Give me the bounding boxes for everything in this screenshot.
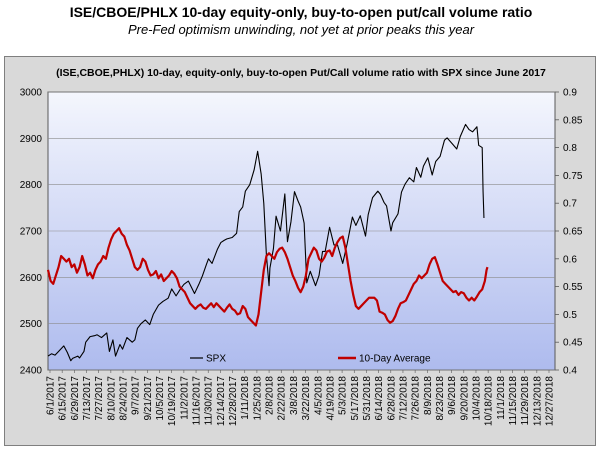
x-tick-label: 10/19/2017 xyxy=(167,376,178,426)
left-tick-label: 2600 xyxy=(20,273,43,284)
x-tick-label: 12/27/2018 xyxy=(545,376,556,426)
x-tick-label: 12/28/2017 xyxy=(228,376,239,426)
x-tick-label: 7/26/2018 xyxy=(411,376,422,421)
x-tick-label: 6/15/2017 xyxy=(58,376,69,421)
left-tick-label: 3000 xyxy=(20,88,43,99)
x-tick-label: 12/14/2017 xyxy=(216,376,227,426)
x-tick-label: 8/10/2017 xyxy=(106,376,117,421)
x-tick-label: 7/12/2018 xyxy=(398,376,409,421)
x-tick-label: 9/6/2018 xyxy=(447,376,458,415)
x-tick-label: 2/8/2018 xyxy=(265,376,276,415)
chart-title: (ISE,CBOE,PHLX) 10-day, equity-only, buy… xyxy=(56,67,546,79)
x-axis: 6/1/2017 6/15/2017 6/29/2017 7/13/2017 7/27/… xyxy=(46,370,556,426)
right-tick-label: 0.9 xyxy=(563,88,577,99)
grid-lines xyxy=(48,91,555,371)
x-tick-label: 11/29/2018 xyxy=(520,376,531,426)
x-tick-label: 1/11/2018 xyxy=(240,376,251,420)
right-tick-label: 0.55 xyxy=(563,282,583,293)
x-tick-label: 10/4/2018 xyxy=(471,376,482,421)
x-tick-label: 4/5/2018 xyxy=(313,376,324,415)
left-tick-label: 2800 xyxy=(20,180,43,191)
x-tick-label: 5/3/2018 xyxy=(338,376,349,415)
left-axis: 2400 2500 2600 2700 2800 2900 3000 xyxy=(20,88,43,377)
page-title: ISE/CBOE/PHLX 10-day equity-only, buy-to… xyxy=(69,4,533,20)
x-tick-label: 10/5/2017 xyxy=(155,376,166,421)
x-tick-label: 11/16/2017 xyxy=(192,376,203,426)
x-tick-label: 9/7/2017 xyxy=(131,376,142,415)
x-tick-label: 3/22/2018 xyxy=(301,376,312,421)
left-tick-label: 2400 xyxy=(20,366,43,377)
x-tick-label: 5/31/2018 xyxy=(362,376,373,421)
x-tick-label: 9/21/2017 xyxy=(143,376,154,421)
x-tick-label: 3/8/2018 xyxy=(289,376,300,415)
right-tick-label: 0.7 xyxy=(563,199,577,210)
page-subtitle: Pre-Fed optimism unwinding, not yet at p… xyxy=(127,22,475,37)
legend-label-10-day: 10-Day Average xyxy=(359,354,431,365)
ratio-10-day-line xyxy=(46,227,489,327)
right-tick-label: 0.45 xyxy=(563,338,583,349)
x-tick-label: 11/15/2018 xyxy=(508,376,519,426)
x-tick-label: 7/27/2017 xyxy=(94,376,105,421)
x-tick-label: 1/25/2018 xyxy=(252,376,263,421)
legend-label-spx: SPX xyxy=(206,354,226,365)
x-tick-label: 6/29/2017 xyxy=(70,376,81,421)
x-tick-label: 11/30/2017 xyxy=(204,376,215,426)
x-tick-label: 2/22/2018 xyxy=(277,376,288,421)
x-tick-label: 5/17/2018 xyxy=(350,376,361,421)
right-tick-label: 0.5 xyxy=(563,310,577,321)
x-tick-label: 6/28/2018 xyxy=(386,376,397,421)
right-tick-label: 0.65 xyxy=(563,227,583,238)
series-lines xyxy=(46,123,489,362)
spx-line xyxy=(47,123,485,362)
x-tick-label: 6/14/2018 xyxy=(374,376,385,421)
left-tick-label: 2900 xyxy=(20,134,43,145)
x-tick-label: 8/23/2018 xyxy=(435,376,446,421)
right-tick-label: 0.4 xyxy=(563,366,577,377)
right-axis: 0.4 0.45 0.5 0.55 0.6 0.65 0.7 0.75 0.8 0.85 0.9 xyxy=(555,88,583,377)
x-tick-label: 7/13/2017 xyxy=(82,376,93,421)
x-tick-label: 11/1/2018 xyxy=(496,376,507,420)
legend: SPX 10-Day Average xyxy=(190,354,431,365)
x-tick-label: 11/2/2017 xyxy=(179,376,190,420)
x-tick-label: 4/19/2018 xyxy=(325,376,336,421)
x-tick-label: 8/9/2018 xyxy=(423,376,434,415)
x-tick-label: 9/20/2018 xyxy=(459,376,470,421)
right-tick-label: 0.6 xyxy=(563,254,577,265)
right-tick-label: 0.8 xyxy=(563,143,577,154)
right-tick-label: 0.85 xyxy=(563,115,583,126)
x-tick-label: 12/13/2018 xyxy=(532,376,543,426)
right-tick-label: 0.75 xyxy=(563,171,583,182)
x-tick-label: 6/1/2017 xyxy=(46,376,57,415)
x-tick-label: 10/18/2018 xyxy=(484,376,495,426)
x-tick-label: 8/24/2017 xyxy=(119,376,130,421)
left-tick-label: 2700 xyxy=(20,227,43,238)
left-tick-label: 2500 xyxy=(20,319,43,330)
